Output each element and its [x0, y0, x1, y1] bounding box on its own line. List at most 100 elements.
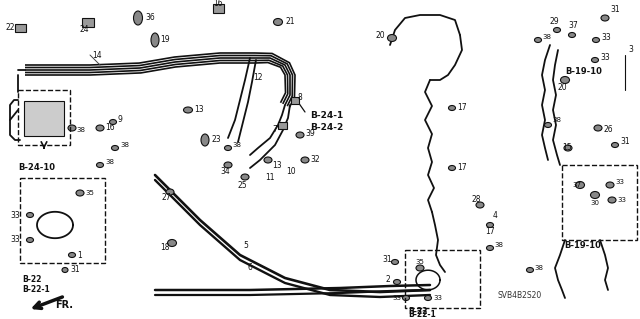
- Text: 25: 25: [238, 181, 248, 189]
- Ellipse shape: [594, 125, 602, 131]
- Ellipse shape: [96, 125, 104, 131]
- Ellipse shape: [387, 34, 397, 41]
- Text: B-24-1: B-24-1: [310, 110, 343, 120]
- Text: B-19-10: B-19-10: [565, 68, 602, 77]
- Text: 31: 31: [610, 5, 620, 14]
- Ellipse shape: [301, 157, 309, 163]
- Text: 13: 13: [194, 106, 204, 115]
- Text: 16: 16: [213, 0, 223, 8]
- Text: FR.: FR.: [55, 300, 73, 310]
- Ellipse shape: [486, 246, 493, 250]
- Text: 31: 31: [70, 265, 79, 275]
- Ellipse shape: [449, 166, 456, 170]
- Ellipse shape: [403, 295, 410, 300]
- Bar: [405, 250, 480, 308]
- Ellipse shape: [168, 240, 177, 247]
- Text: 2: 2: [385, 276, 390, 285]
- Ellipse shape: [545, 122, 552, 128]
- Text: 11: 11: [265, 174, 275, 182]
- Text: 31: 31: [382, 256, 392, 264]
- Text: B-19-10: B-19-10: [564, 241, 601, 249]
- Text: 5: 5: [243, 241, 248, 249]
- Text: 33: 33: [615, 179, 624, 185]
- Text: B-22: B-22: [408, 308, 428, 316]
- Text: 35: 35: [85, 190, 94, 196]
- Bar: [82, 18, 94, 26]
- Ellipse shape: [527, 268, 534, 272]
- Text: 9: 9: [118, 115, 123, 124]
- Ellipse shape: [394, 279, 401, 285]
- Text: 33: 33: [10, 235, 20, 244]
- Ellipse shape: [76, 190, 84, 196]
- Ellipse shape: [611, 143, 618, 147]
- Text: 38: 38: [494, 242, 503, 248]
- Ellipse shape: [109, 120, 116, 124]
- Text: 28: 28: [472, 196, 481, 204]
- Ellipse shape: [575, 182, 584, 189]
- Text: 38: 38: [542, 34, 551, 40]
- Text: 8: 8: [298, 93, 303, 101]
- Text: 7: 7: [272, 125, 277, 135]
- Bar: [20, 178, 105, 263]
- Bar: [278, 122, 287, 129]
- Ellipse shape: [591, 57, 598, 63]
- Ellipse shape: [68, 125, 76, 131]
- Text: 35: 35: [415, 259, 424, 265]
- Text: 37: 37: [572, 182, 581, 188]
- Text: 26: 26: [603, 125, 612, 135]
- Text: 17: 17: [457, 164, 467, 173]
- Text: 33: 33: [10, 211, 20, 219]
- Ellipse shape: [416, 265, 424, 271]
- Ellipse shape: [225, 145, 232, 151]
- Text: 17: 17: [457, 103, 467, 113]
- Ellipse shape: [201, 134, 209, 146]
- Text: 15: 15: [562, 144, 572, 152]
- Text: 36: 36: [145, 13, 155, 23]
- Ellipse shape: [424, 295, 431, 300]
- Bar: [18, 90, 70, 145]
- Ellipse shape: [26, 212, 33, 218]
- Ellipse shape: [296, 132, 304, 138]
- Text: 16: 16: [105, 123, 115, 132]
- Text: B-22-1: B-22-1: [408, 310, 436, 319]
- Text: 38: 38: [105, 159, 114, 165]
- Text: 24: 24: [80, 26, 90, 34]
- Ellipse shape: [273, 19, 282, 26]
- Text: 34: 34: [220, 167, 230, 176]
- Bar: [212, 4, 223, 12]
- Text: 21: 21: [285, 18, 294, 26]
- Ellipse shape: [561, 77, 570, 84]
- Text: 38: 38: [76, 127, 85, 133]
- Ellipse shape: [264, 157, 272, 163]
- Text: 38: 38: [120, 142, 129, 148]
- Text: B-22: B-22: [22, 276, 42, 285]
- Text: 33: 33: [392, 295, 401, 301]
- Text: 1: 1: [77, 250, 82, 259]
- Text: 31: 31: [620, 137, 630, 146]
- Text: 27: 27: [162, 194, 172, 203]
- Text: 39: 39: [305, 129, 315, 137]
- Ellipse shape: [97, 162, 104, 167]
- Ellipse shape: [593, 38, 600, 42]
- Text: 6: 6: [247, 263, 252, 272]
- Ellipse shape: [476, 202, 484, 208]
- Bar: [24, 100, 64, 136]
- Text: 10: 10: [286, 167, 296, 176]
- Text: 38: 38: [534, 265, 543, 271]
- Ellipse shape: [608, 197, 616, 203]
- Text: 33: 33: [433, 295, 442, 301]
- Text: 38: 38: [552, 117, 561, 123]
- Ellipse shape: [151, 33, 159, 47]
- Text: 33: 33: [617, 197, 626, 203]
- Ellipse shape: [184, 107, 193, 113]
- Ellipse shape: [26, 238, 33, 242]
- Ellipse shape: [554, 27, 561, 33]
- Text: B-24-2: B-24-2: [310, 122, 343, 131]
- Ellipse shape: [606, 182, 614, 188]
- Ellipse shape: [534, 38, 541, 42]
- Text: 14: 14: [92, 50, 102, 60]
- Bar: [291, 97, 299, 103]
- Text: 13: 13: [272, 160, 282, 169]
- Text: SVB4B2S20: SVB4B2S20: [498, 291, 542, 300]
- Ellipse shape: [68, 253, 76, 257]
